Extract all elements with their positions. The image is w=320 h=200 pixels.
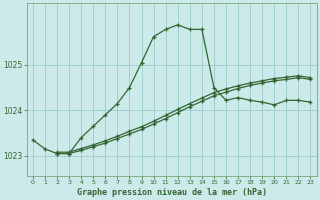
X-axis label: Graphe pression niveau de la mer (hPa): Graphe pression niveau de la mer (hPa): [77, 188, 267, 197]
